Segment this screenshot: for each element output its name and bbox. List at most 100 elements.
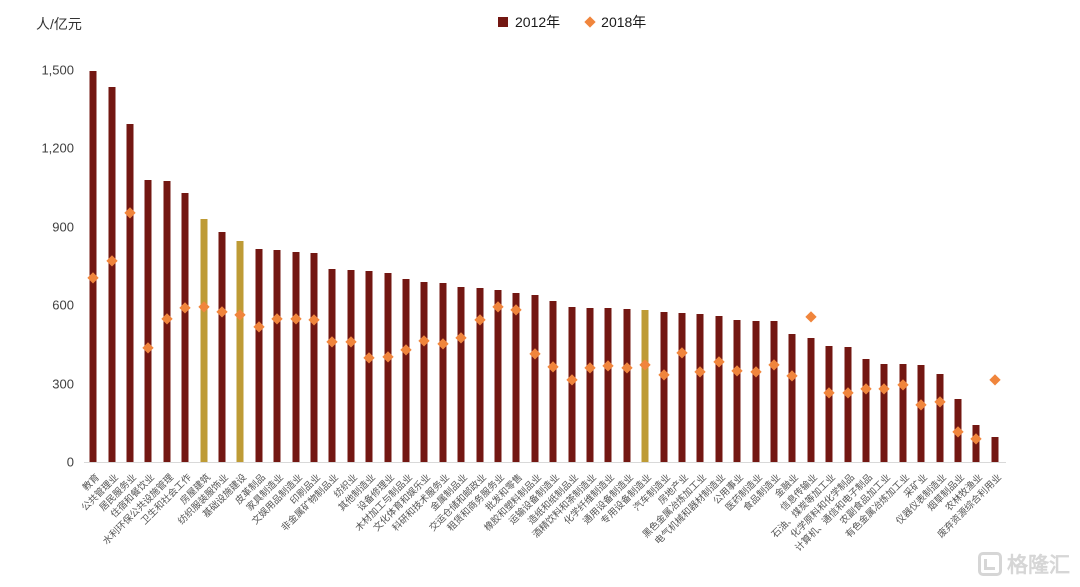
bar-slot: 居民服务业 [98,70,139,514]
bar-2012 [715,315,723,462]
bar-2012 [936,374,944,462]
bar-2012 [825,345,833,462]
bar-slot: 卫生和社会工作 [139,70,194,527]
bar-2012 [586,307,594,462]
bar-2012 [844,347,852,462]
bar-slot: 木材加工与制品业 [353,70,415,534]
bar-slot: 有色金属冶炼加工业 [843,70,912,540]
bar-slot: 石油、煤炭等加工业 [770,70,838,540]
bar-slot: 通用设备制造业 [581,70,636,527]
bar-slot: 造纸和纸制品业 [526,70,581,527]
bar-slot: 废弃资源综合利用业 [935,70,1004,540]
watermark-text: 格隆汇 [1007,554,1070,577]
y-tick-label: 900 [52,219,74,235]
bar-slot: 房地产业 [656,70,691,507]
bar-2012 [328,268,336,462]
bar-slot: 水利环保公共设施管理 [101,70,176,547]
watermark: 格隆汇 [978,549,1070,579]
bar-slot: 非金属矿物制品业 [280,70,341,534]
bar-2012 [991,437,999,462]
bar-slot: 农林牧渔业 [944,70,985,514]
y-tick-label: 1,200 [41,140,74,156]
bar-slot: 食品制造业 [742,70,783,514]
bar-slot: 印刷品业 [288,70,323,507]
bar-2012 [89,71,97,462]
legend-item-2018: 2018年 [584,12,647,32]
bar-2012 [365,271,373,462]
bar-slot: 房屋建筑 [178,70,213,507]
bar-slot: 橡胶和塑料制品业 [482,70,544,534]
bar-2012 [862,358,870,462]
legend-label-2018: 2018年 [601,14,647,30]
bar-slot: 设备修理业 [355,70,397,514]
square-marker-icon [498,17,508,27]
bar-slot: 皮革制品 [233,70,268,507]
bar-2012 [752,320,760,462]
marker-2018 [805,311,817,323]
bar-2012 [255,249,263,462]
bar-2012 [439,283,447,462]
bar-2012 [494,289,502,462]
bar-slot: 纺织业 [332,70,360,500]
bar-slot: 信息传输业 [778,70,820,514]
bar-2012 [678,313,686,462]
bar-slot: 采矿业 [902,70,930,500]
bar-slot: 汽车制造业 [631,70,673,514]
bar-slot: 其他制造业 [337,70,378,514]
bar-slot: 农副食品加工业 [839,70,893,527]
bar-slot: 文化体育和娱乐业 [372,70,433,534]
bar-2012 [549,301,557,462]
bar-2012-highlighted [641,310,649,462]
bar-slot: 纺织服装服饰业 [176,70,231,527]
bar-2012 [604,307,612,462]
bar-2012 [733,319,741,462]
gelonghui-logo-icon [978,552,1002,576]
legend: 2012年 2018年 [498,12,646,32]
y-tick-label: 0 [66,454,74,470]
bar-2012 [899,364,907,462]
bar-slot: 住宿和餐饮业 [109,70,157,520]
bar-2012 [457,286,465,462]
bar-2012 [917,365,925,462]
bar-slot: 公用事业 [711,70,746,507]
bar-2012 [181,192,189,462]
bar-slot: 黑色金属冶炼加工业 [641,70,709,540]
legend-item-2012: 2012年 [498,12,560,32]
bar-2012 [144,179,152,462]
bar-slot: 运输设备制造业 [507,70,562,527]
bar-2012 [126,123,134,462]
bar-slot: 交运仓储和邮政业 [427,70,489,534]
bar-2012 [108,87,116,462]
y-tick-label: 1,500 [41,62,74,78]
bar-2012 [384,272,392,462]
bar-slot: 烟草制品业 [926,70,967,514]
bar-slot: 电气机械和器材制造业 [653,70,728,547]
marker-2018 [989,374,1001,385]
bar-slot: 租赁和商务服务业 [445,70,507,534]
bar-slot: 科研和技术服务业 [390,70,452,534]
bar-slot: 计算机、通信和电子制品 [793,70,875,554]
bar-2012 [972,425,980,462]
bar-2012 [273,250,281,462]
y-axis-title: 人/亿元 [36,16,82,32]
bar-slot: 酒精饮料和茶制造业 [531,70,599,540]
legend-label-2012: 2012年 [515,14,561,30]
bar-2012 [420,281,428,462]
bar-2012 [218,232,226,462]
bar-slot: 公共管理业 [79,70,121,514]
bar-2012 [770,320,778,462]
bar-2012 [310,252,318,462]
bar-2012 [512,293,520,462]
bar-2012 [880,364,888,462]
bar-slot: 专用设备制造业 [599,70,654,527]
bar-slot: 金属制品业 [429,70,470,514]
bar-slot: 教育 [81,70,102,493]
bar-slot: 医药制造业 [723,70,765,514]
bar-2012 [788,333,796,462]
y-tick-label: 300 [52,376,74,392]
bar-slot: 仪器仪表制造业 [894,70,949,527]
bar-2012 [402,279,410,462]
x-axis-line [84,462,1006,463]
bar-2012 [696,314,704,462]
